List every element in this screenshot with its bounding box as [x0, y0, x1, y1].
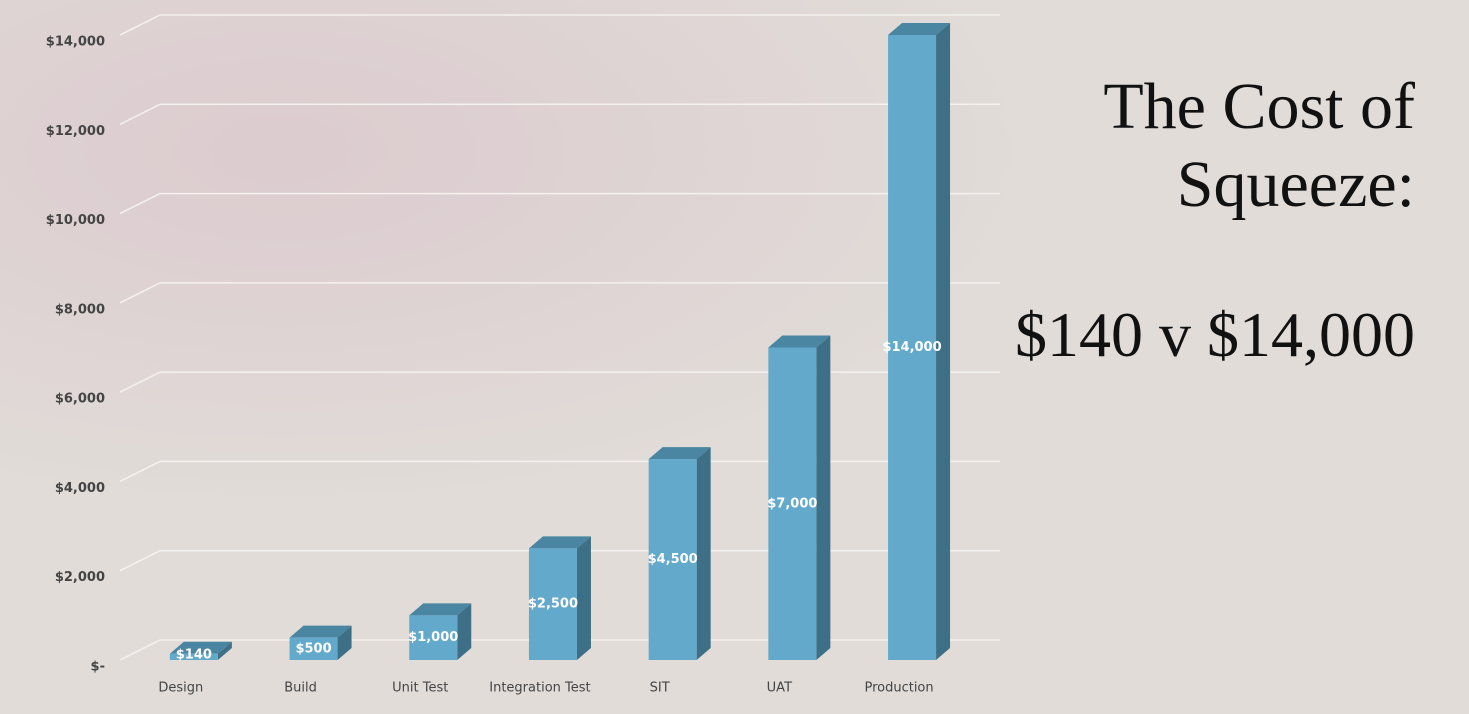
bar: [169, 653, 218, 660]
value-label: $1,000: [408, 630, 458, 645]
bar: [528, 548, 577, 660]
grid-line-side: [119, 639, 161, 661]
bar-top: [169, 641, 232, 654]
bar: [768, 347, 817, 660]
x-tick-label: Build: [284, 681, 317, 696]
value-label: $2,500: [528, 597, 578, 612]
y-tick-label: $12,000: [46, 124, 105, 139]
grid-line-side: [119, 460, 161, 483]
bar: [289, 637, 338, 660]
chart-title: The Cost of Squeeze:: [1103, 70, 1415, 221]
y-tick-label: $6,000: [55, 392, 105, 407]
bar: [648, 459, 697, 660]
bar-side: [457, 603, 472, 660]
y-tick-label: $2,000: [55, 570, 105, 585]
grid-line-side: [119, 14, 161, 36]
y-tick-label: $-: [91, 660, 105, 675]
bar-top: [768, 335, 831, 348]
chart-subtitle: $140 v $14,000: [1015, 299, 1415, 370]
bar-top: [409, 603, 472, 616]
value-label: $500: [295, 641, 331, 656]
grid-line-side: [119, 192, 161, 215]
bar-side: [936, 23, 951, 660]
value-label: $7,000: [767, 496, 817, 511]
x-tick-label: UAT: [767, 681, 792, 696]
grid-line-side: [119, 371, 161, 393]
bar-side: [217, 641, 232, 660]
bar-top: [648, 447, 711, 460]
bar-top: [289, 625, 352, 638]
y-tick-label: $8,000: [55, 302, 105, 317]
bar-top: [528, 536, 591, 549]
y-tick-label: $10,000: [46, 213, 105, 228]
bar-side: [337, 625, 352, 660]
value-label: $140: [176, 648, 212, 663]
bar-side: [816, 335, 831, 660]
x-tick-label: Design: [158, 681, 203, 696]
grid-line-side: [119, 550, 161, 572]
bar: [409, 615, 458, 660]
bar: [888, 35, 937, 660]
x-tick-label: Integration Test: [489, 681, 590, 696]
x-tick-label: Unit Test: [392, 681, 448, 696]
y-tick-label: $14,000: [46, 35, 105, 50]
bar-top: [888, 23, 951, 35]
grid-line-side: [119, 282, 161, 304]
x-tick-label: SIT: [650, 681, 670, 696]
y-tick-label: $4,000: [55, 481, 105, 496]
grid-line-side: [119, 103, 161, 125]
bar-side: [576, 536, 591, 660]
x-tick-label: Production: [864, 681, 933, 696]
bar-side: [696, 447, 711, 660]
value-label: $14,000: [882, 340, 941, 355]
value-label: $4,500: [648, 552, 698, 567]
